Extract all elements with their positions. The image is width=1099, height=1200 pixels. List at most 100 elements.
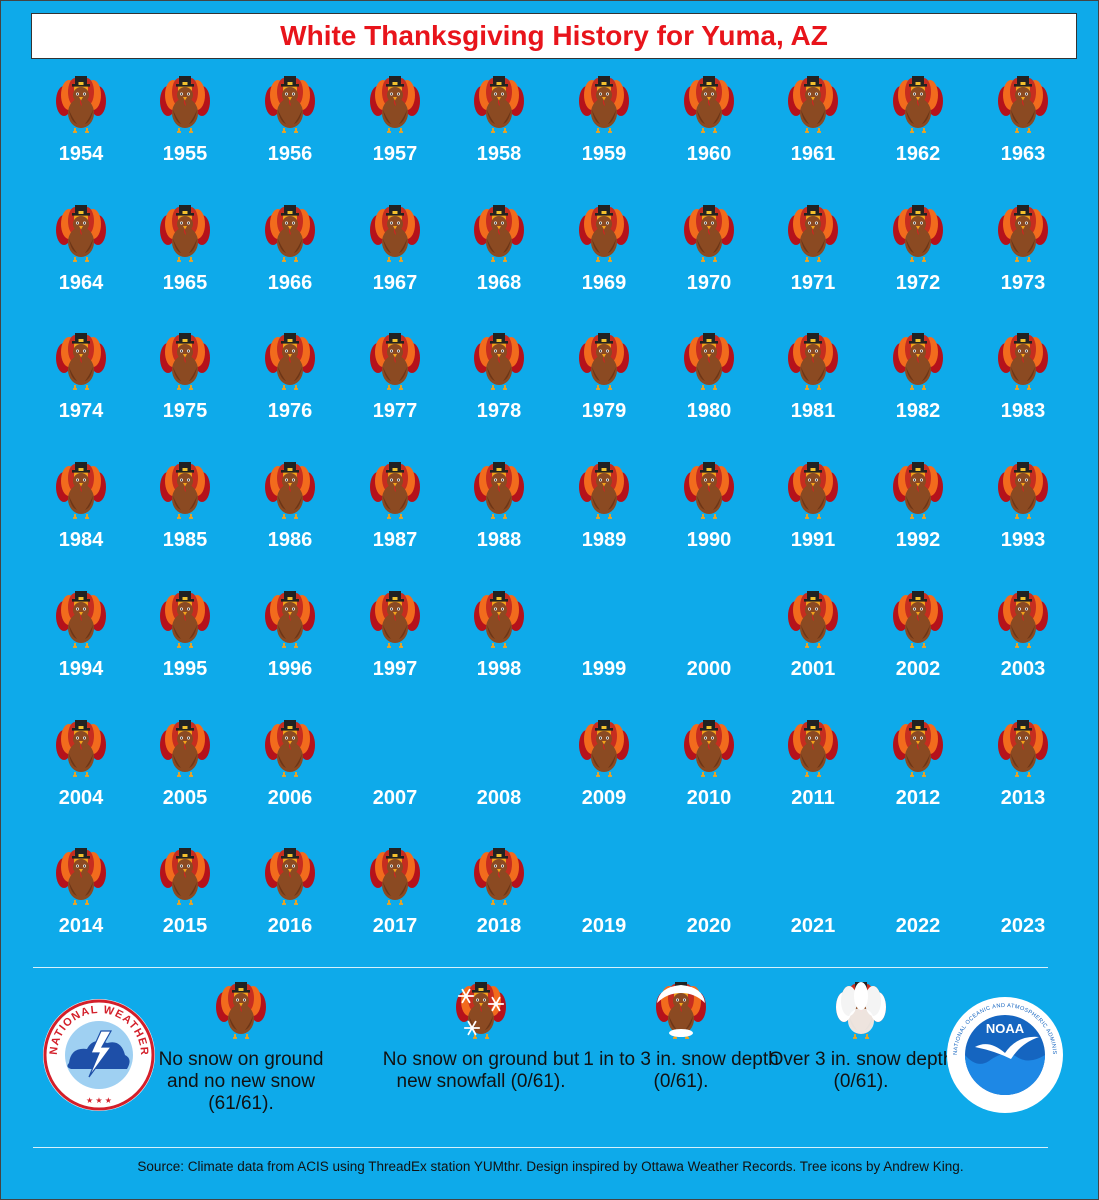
year-label: 1955 [162, 143, 208, 165]
turkey-icon [264, 461, 316, 519]
year-cell: 1991 [761, 461, 865, 561]
turkey-icon [473, 332, 525, 390]
year-label: 2011 [791, 787, 835, 809]
year-cell: 2000 [657, 590, 761, 690]
year-cell: 1966 [238, 204, 342, 304]
turkey-icon [369, 75, 421, 133]
year-label: 1985 [162, 529, 208, 551]
year-cell: 1976 [238, 332, 342, 432]
turkey-icon [787, 590, 839, 648]
year-cell: 1957 [343, 75, 447, 175]
year-label: 2018 [476, 915, 522, 937]
year-label: 1968 [476, 272, 522, 294]
year-cell: 2016 [238, 847, 342, 947]
year-cell: 1990 [657, 461, 761, 561]
year-label: 1983 [1000, 400, 1046, 422]
turkey-icon [159, 332, 211, 390]
legend-label: Over 3 in. snow depth (0/61). [768, 1049, 954, 1092]
year-label: 1995 [162, 658, 208, 680]
year-cell: 1962 [866, 75, 970, 175]
year-cell: 2004 [29, 719, 133, 819]
year-cell: 2008 [447, 719, 551, 819]
turkey-icon [55, 590, 107, 648]
year-cell: 1993 [971, 461, 1075, 561]
year-cell: 2011 [761, 719, 865, 819]
year-cell: 1984 [29, 461, 133, 561]
turkey-icon [892, 461, 944, 519]
year-cell: 1988 [447, 461, 551, 561]
turkey-icon [892, 332, 944, 390]
turkey-icon [55, 332, 107, 390]
year-cell: 1967 [343, 204, 447, 304]
year-label: 2004 [58, 787, 104, 809]
turkey-icon [473, 75, 525, 133]
turkey-icon [683, 461, 735, 519]
year-label: 1974 [58, 400, 104, 422]
year-label: 1988 [476, 529, 522, 551]
turkey-icon [473, 847, 525, 905]
chart-title: White Thanksgiving History for Yuma, AZ [31, 13, 1077, 59]
year-cell: 1963 [971, 75, 1075, 175]
turkey-icon [578, 75, 630, 133]
turkey-icon [55, 75, 107, 133]
year-cell: 2015 [133, 847, 237, 947]
year-label: 1964 [58, 272, 104, 294]
noaa-wordmark: NOAA [986, 1021, 1025, 1036]
turkey-icon [473, 461, 525, 519]
year-label: 2002 [895, 658, 941, 680]
year-label: 2010 [686, 787, 732, 809]
year-cell: 2003 [971, 590, 1075, 690]
year-cell: 2005 [133, 719, 237, 819]
year-label: 2012 [895, 787, 941, 809]
turkey-icon [787, 332, 839, 390]
year-label: 2013 [1000, 787, 1046, 809]
year-label: 1981 [790, 400, 836, 422]
turkey-icon [473, 204, 525, 262]
turkey-icon [787, 461, 839, 519]
year-cell: 1975 [133, 332, 237, 432]
year-cell: 1956 [238, 75, 342, 175]
year-cell: 1995 [133, 590, 237, 690]
year-label: 1980 [686, 400, 732, 422]
year-label: 2022 [895, 915, 941, 937]
turkey-icon [159, 204, 211, 262]
turkey-icon [159, 590, 211, 648]
year-cell: 2019 [552, 847, 656, 947]
year-cell: 2017 [343, 847, 447, 947]
year-label: 1970 [686, 272, 732, 294]
turkey-icon [892, 719, 944, 777]
year-label: 1998 [476, 658, 522, 680]
turkey-icon [683, 75, 735, 133]
turkey-icon [264, 719, 316, 777]
turkey-icon [264, 847, 316, 905]
year-label: 1992 [895, 529, 941, 551]
year-label: 1973 [1000, 272, 1046, 294]
year-label: 2007 [372, 787, 418, 809]
year-label: 2008 [476, 787, 522, 809]
year-label: 1958 [476, 143, 522, 165]
turkey-icon [892, 75, 944, 133]
year-label: 1966 [267, 272, 313, 294]
year-cell: 2013 [971, 719, 1075, 819]
turkey-icon [578, 332, 630, 390]
turkey-icon [369, 847, 421, 905]
legend-label: 1 in to 3 in. snow depth (0/61). [583, 1049, 779, 1092]
turkey-icon [997, 204, 1049, 262]
year-cell: 1980 [657, 332, 761, 432]
year-cell: 1997 [343, 590, 447, 690]
year-label: 1965 [162, 272, 208, 294]
turkey-icon [578, 461, 630, 519]
year-label: 1990 [686, 529, 732, 551]
year-cell: 1998 [447, 590, 551, 690]
year-label: 1982 [895, 400, 941, 422]
turkey-partial-snow-icon [655, 981, 707, 1039]
turkey-icon [683, 719, 735, 777]
turkey-icon [578, 719, 630, 777]
year-label: 2006 [267, 787, 313, 809]
year-label: 1978 [476, 400, 522, 422]
turkey-icon [369, 461, 421, 519]
year-cell: 1977 [343, 332, 447, 432]
year-label: 1994 [58, 658, 104, 680]
turkey-icon [55, 204, 107, 262]
turkey-icon [473, 590, 525, 648]
